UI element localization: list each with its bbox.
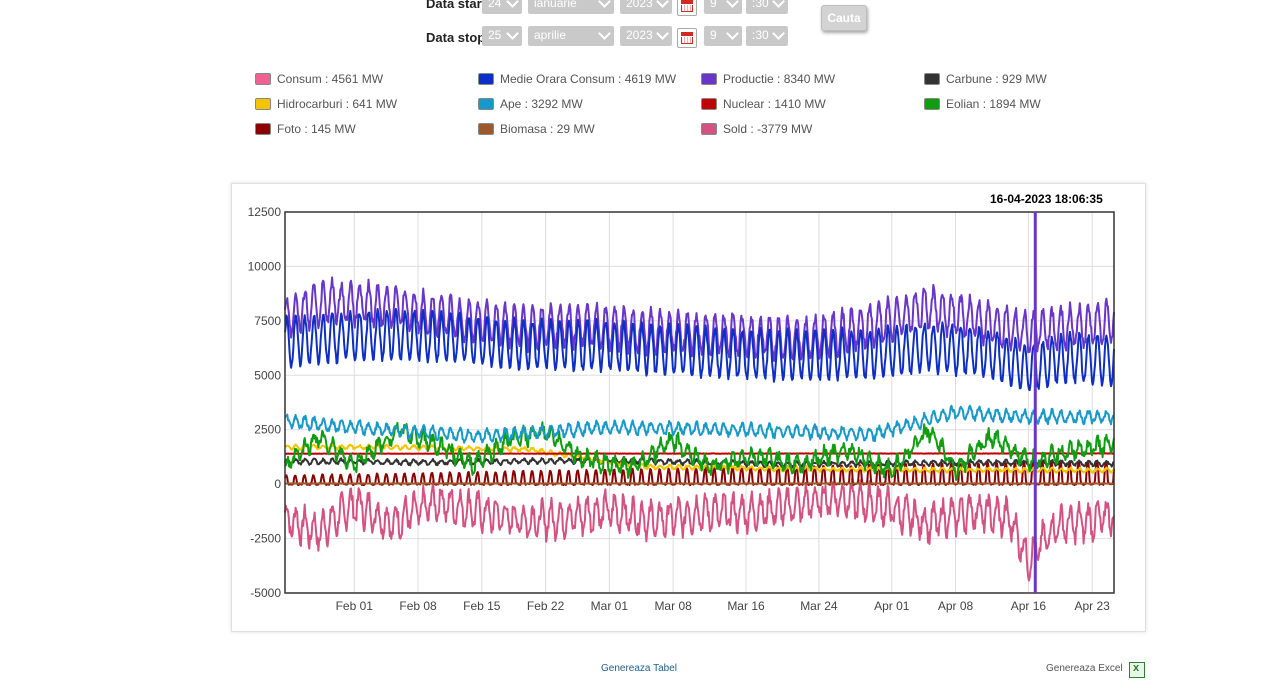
stop-year-value: 2023 xyxy=(626,28,653,42)
stop-minute-select[interactable]: :30 xyxy=(746,26,788,46)
legend-swatch xyxy=(255,123,271,135)
excel-icon[interactable] xyxy=(1129,662,1145,678)
start-minute-select[interactable]: :30 xyxy=(746,0,788,14)
start-date-label: Data start xyxy=(426,0,486,11)
stop-month-value: aprilie xyxy=(534,28,567,42)
legend-label: Foto : 145 MW xyxy=(277,122,356,136)
stop-calendar-icon[interactable] xyxy=(677,28,697,48)
generate-excel-link[interactable]: Genereaza Excel xyxy=(1046,663,1123,674)
stop-hour-select[interactable]: 9 xyxy=(704,26,742,46)
stop-hour-value: 9 xyxy=(710,28,717,42)
stop-day-select[interactable]: 25 xyxy=(482,26,522,46)
legend-swatch xyxy=(701,98,717,110)
stop-year-select[interactable]: 2023 xyxy=(620,26,672,46)
legend-swatch xyxy=(478,98,494,110)
legend-swatch xyxy=(478,73,494,85)
legend-swatch xyxy=(478,123,494,135)
start-day-value: 24 xyxy=(488,0,502,10)
legend-label: Ape : 3292 MW xyxy=(500,97,583,111)
start-day-select[interactable]: 24 xyxy=(482,0,522,14)
legend-swatch xyxy=(701,73,717,85)
legend-label: Hidrocarburi : 641 MW xyxy=(277,97,398,111)
legend-label: Biomasa : 29 MW xyxy=(500,122,595,136)
legend-label: Medie Orara Consum : 4619 MW xyxy=(500,72,677,86)
legend-swatch xyxy=(924,98,940,110)
start-year-select[interactable]: 2023 xyxy=(620,0,672,14)
legend-swatch xyxy=(924,73,940,85)
stop-day-value: 25 xyxy=(488,28,502,42)
legend-label: Nuclear : 1410 MW xyxy=(723,97,826,111)
legend-label: Consum : 4561 MW xyxy=(277,72,384,86)
legend-label: Productie : 8340 MW xyxy=(723,72,836,86)
legend-label: Sold : -3779 MW xyxy=(723,122,813,136)
stop-month-select[interactable]: aprilie xyxy=(528,26,614,46)
stop-date-label: Data stop xyxy=(426,30,486,45)
start-minute-value: :30 xyxy=(752,0,769,10)
chart-timestamp: 16-04-2023 18:06:35 xyxy=(990,192,1103,206)
start-calendar-icon[interactable] xyxy=(677,0,697,16)
legend-swatch xyxy=(255,98,271,110)
start-month-select[interactable]: ianuarie xyxy=(528,0,614,14)
chart-container xyxy=(231,183,1146,632)
start-hour-value: 9 xyxy=(710,0,717,10)
start-hour-select[interactable]: 9 xyxy=(704,0,742,14)
search-button[interactable]: Cauta xyxy=(821,5,867,31)
start-month-value: ianuarie xyxy=(534,0,577,10)
stop-minute-value: :30 xyxy=(752,28,769,42)
legend-label: Carbune : 929 MW xyxy=(946,72,1047,86)
legend-swatch xyxy=(255,73,271,85)
generate-table-link[interactable]: Genereaza Tabel xyxy=(601,663,677,674)
legend-swatch xyxy=(701,123,717,135)
start-year-value: 2023 xyxy=(626,0,653,10)
legend-label: Eolian : 1894 MW xyxy=(946,97,1041,111)
